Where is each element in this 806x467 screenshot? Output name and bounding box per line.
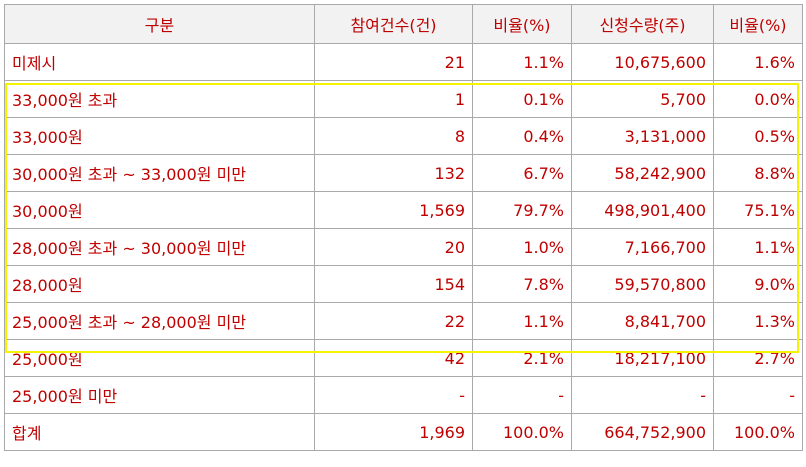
row-shares-ratio: 9.0% bbox=[713, 265, 803, 303]
row-shares-ratio: - bbox=[713, 376, 803, 414]
row-count: 21 bbox=[314, 43, 473, 81]
row-count-ratio: 0.1% bbox=[472, 80, 572, 118]
row-category: 25,000원 bbox=[4, 339, 315, 377]
row-shares-ratio: 2.7% bbox=[713, 339, 803, 377]
row-count: 42 bbox=[314, 339, 473, 377]
row-count: 8 bbox=[314, 117, 473, 155]
table-header-row: 구분 참여건수(건) 비율(%) 신청수량(주) 비율(%) bbox=[4, 4, 803, 44]
row-count-ratio: - bbox=[472, 376, 572, 414]
row-category: 30,000원 bbox=[4, 191, 315, 229]
total-shares: 664,752,900 bbox=[571, 413, 714, 451]
row-count: 22 bbox=[314, 302, 473, 340]
total-label: 합계 bbox=[4, 413, 315, 451]
row-shares: 18,217,100 bbox=[571, 339, 714, 377]
row-category: 25,000원 미만 bbox=[4, 376, 315, 414]
table-total-row: 합계 1,969 100.0% 664,752,900 100.0% bbox=[4, 413, 803, 451]
row-shares-ratio: 1.3% bbox=[713, 302, 803, 340]
header-category: 구분 bbox=[4, 4, 315, 44]
row-count-ratio: 79.7% bbox=[472, 191, 572, 229]
row-shares: 8,841,700 bbox=[571, 302, 714, 340]
header-count-ratio: 비율(%) bbox=[472, 4, 572, 44]
row-shares-ratio: 75.1% bbox=[713, 191, 803, 229]
row-shares-ratio: 1.1% bbox=[713, 228, 803, 266]
row-count: 1 bbox=[314, 80, 473, 118]
row-count: - bbox=[314, 376, 473, 414]
row-shares: 59,570,800 bbox=[571, 265, 714, 303]
row-category: 28,000원 bbox=[4, 265, 315, 303]
table-row: 33,000원 8 0.4% 3,131,000 0.5% bbox=[4, 117, 803, 155]
table-row: 25,000원 42 2.1% 18,217,100 2.7% bbox=[4, 339, 803, 377]
row-count-ratio: 6.7% bbox=[472, 154, 572, 192]
row-count-ratio: 2.1% bbox=[472, 339, 572, 377]
demand-forecast-table: 구분 참여건수(건) 비율(%) 신청수량(주) 비율(%) 미제시 21 1.… bbox=[4, 4, 803, 451]
header-requested-shares: 신청수량(주) bbox=[571, 4, 714, 44]
table-row: 25,000원 미만 - - - - bbox=[4, 376, 803, 414]
row-count: 1,569 bbox=[314, 191, 473, 229]
row-count-ratio: 0.4% bbox=[472, 117, 572, 155]
table-row: 30,000원 1,569 79.7% 498,901,400 75.1% bbox=[4, 191, 803, 229]
row-count-ratio: 1.1% bbox=[472, 302, 572, 340]
row-category: 28,000원 초과 ~ 30,000원 미만 bbox=[4, 228, 315, 266]
row-category: 미제시 bbox=[4, 43, 315, 81]
row-shares-ratio: 1.6% bbox=[713, 43, 803, 81]
table-row: 28,000원 초과 ~ 30,000원 미만 20 1.0% 7,166,70… bbox=[4, 228, 803, 266]
row-shares-ratio: 0.5% bbox=[713, 117, 803, 155]
row-count-ratio: 1.0% bbox=[472, 228, 572, 266]
row-shares: - bbox=[571, 376, 714, 414]
row-category: 33,000원 bbox=[4, 117, 315, 155]
row-shares: 7,166,700 bbox=[571, 228, 714, 266]
row-shares: 58,242,900 bbox=[571, 154, 714, 192]
row-count-ratio: 1.1% bbox=[472, 43, 572, 81]
table-row: 미제시 21 1.1% 10,675,600 1.6% bbox=[4, 43, 803, 81]
row-shares: 10,675,600 bbox=[571, 43, 714, 81]
total-count-ratio: 100.0% bbox=[472, 413, 572, 451]
table-row: 30,000원 초과 ~ 33,000원 미만 132 6.7% 58,242,… bbox=[4, 154, 803, 192]
row-category: 33,000원 초과 bbox=[4, 80, 315, 118]
row-category: 25,000원 초과 ~ 28,000원 미만 bbox=[4, 302, 315, 340]
row-count: 20 bbox=[314, 228, 473, 266]
row-shares-ratio: 0.0% bbox=[713, 80, 803, 118]
total-count: 1,969 bbox=[314, 413, 473, 451]
row-shares-ratio: 8.8% bbox=[713, 154, 803, 192]
table-row: 33,000원 초과 1 0.1% 5,700 0.0% bbox=[4, 80, 803, 118]
row-shares: 3,131,000 bbox=[571, 117, 714, 155]
table-row: 25,000원 초과 ~ 28,000원 미만 22 1.1% 8,841,70… bbox=[4, 302, 803, 340]
row-count: 154 bbox=[314, 265, 473, 303]
row-category: 30,000원 초과 ~ 33,000원 미만 bbox=[4, 154, 315, 192]
total-shares-ratio: 100.0% bbox=[713, 413, 803, 451]
table-row: 28,000원 154 7.8% 59,570,800 9.0% bbox=[4, 265, 803, 303]
header-participation-count: 참여건수(건) bbox=[314, 4, 473, 44]
row-count: 132 bbox=[314, 154, 473, 192]
header-shares-ratio: 비율(%) bbox=[713, 4, 803, 44]
row-shares: 5,700 bbox=[571, 80, 714, 118]
row-count-ratio: 7.8% bbox=[472, 265, 572, 303]
row-shares: 498,901,400 bbox=[571, 191, 714, 229]
